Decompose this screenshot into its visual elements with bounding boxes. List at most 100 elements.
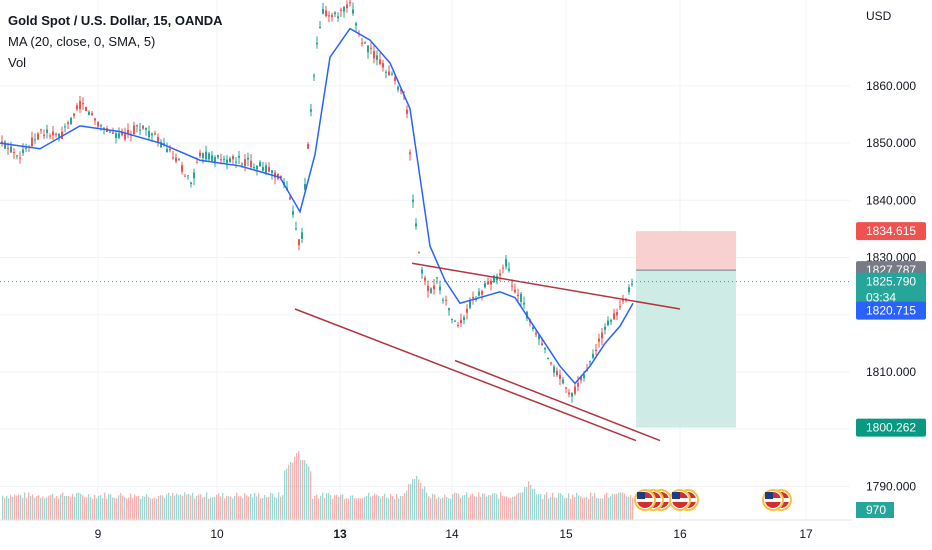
candle [196, 162, 198, 164]
time-tick-label: 17 [799, 527, 813, 541]
indicator-volume-label[interactable]: Vol [8, 55, 27, 70]
candle [7, 147, 9, 149]
volume-bar [466, 492, 468, 520]
volume-bar [24, 492, 26, 520]
volume-bar [398, 498, 400, 520]
price-tick-label: 1810.000 [866, 365, 916, 379]
candle [460, 319, 462, 324]
volume-bar [568, 493, 570, 520]
volume-bar [364, 496, 366, 520]
volume-bar [60, 494, 62, 520]
volume-bar [580, 496, 582, 520]
volume-bar [430, 498, 432, 520]
volume-bar [136, 496, 138, 520]
volume-bar [142, 495, 144, 520]
volume-bar [622, 492, 624, 520]
candle [220, 159, 222, 161]
volume-bar [412, 479, 414, 520]
volume-bar [156, 498, 158, 520]
candle [208, 153, 210, 160]
candle [544, 348, 546, 350]
candle [568, 392, 570, 395]
price-tag[interactable] [856, 418, 926, 437]
volume-bar [596, 497, 598, 520]
volume-bar [186, 494, 188, 520]
price-tag-label: 1800.262 [866, 421, 916, 435]
candle [121, 132, 123, 136]
candle [457, 324, 459, 326]
candle [253, 166, 255, 168]
volume-bar [294, 456, 296, 520]
volume-bar [164, 498, 166, 520]
take-profit-zone[interactable] [636, 270, 736, 428]
volume-bar [494, 493, 496, 520]
candle [82, 103, 84, 105]
candle [115, 133, 117, 138]
volume-bar [424, 486, 426, 520]
candle [316, 42, 318, 45]
volume-bar [460, 498, 462, 520]
volume-bar [478, 492, 480, 520]
volume-bar [172, 492, 174, 520]
candle [211, 155, 213, 161]
trendline[interactable] [411, 262, 681, 310]
volume-bar [4, 498, 6, 520]
volume-bar [332, 498, 334, 520]
volume-bar [272, 493, 274, 520]
volume-bar [348, 498, 350, 520]
volume-bar [548, 498, 550, 520]
volume-bar [80, 493, 82, 520]
trendline[interactable] [294, 308, 637, 442]
volume-bar [226, 495, 228, 520]
trendline[interactable] [454, 359, 661, 442]
candle [151, 133, 153, 136]
volume-bar [296, 452, 298, 520]
volume-bar [220, 496, 222, 520]
candle [538, 335, 540, 340]
volume-bar [526, 486, 528, 520]
volume-bar [202, 497, 204, 520]
volume-bar [62, 492, 64, 520]
volume-tag[interactable] [856, 502, 894, 518]
candle [145, 127, 147, 130]
volume-bar [248, 496, 250, 520]
volume-bar [6, 495, 8, 520]
flag-stripe [637, 498, 653, 502]
volume-bar [350, 495, 352, 520]
volume-bar [610, 496, 612, 520]
volume-bar [358, 497, 360, 520]
volume-bar [152, 498, 154, 520]
volume-bar [40, 497, 42, 520]
volume-bar [576, 492, 578, 520]
volume-bar [486, 496, 488, 520]
price-tag[interactable] [856, 272, 926, 307]
volume-bar [504, 496, 506, 520]
moving-average-line[interactable] [0, 27, 634, 385]
volume-bar [374, 493, 376, 520]
volume-bar [170, 495, 172, 520]
volume-bar [200, 494, 202, 520]
symbol-title[interactable]: Gold Spot / U.S. Dollar, 15, OANDA [8, 13, 223, 28]
volume-bar [480, 496, 482, 520]
candle [382, 63, 384, 68]
indicator-ma-label[interactable]: MA (20, close, 0, SMA, 5) [8, 34, 156, 49]
volume-bar [472, 493, 474, 520]
candle [199, 152, 201, 157]
stop-loss-zone[interactable] [636, 231, 736, 271]
candle [235, 161, 237, 163]
candle [613, 313, 615, 320]
candle [598, 338, 600, 342]
volume-bar [224, 498, 226, 520]
volume-bar [464, 494, 466, 520]
candle [274, 172, 276, 178]
volume-bar [14, 494, 16, 520]
volume-bar [264, 494, 266, 520]
volume-bar [626, 496, 628, 520]
price-tag[interactable] [856, 301, 926, 320]
volume-bar [110, 494, 112, 520]
candle [469, 300, 471, 308]
price-tag[interactable] [856, 222, 926, 241]
candle [592, 353, 594, 358]
